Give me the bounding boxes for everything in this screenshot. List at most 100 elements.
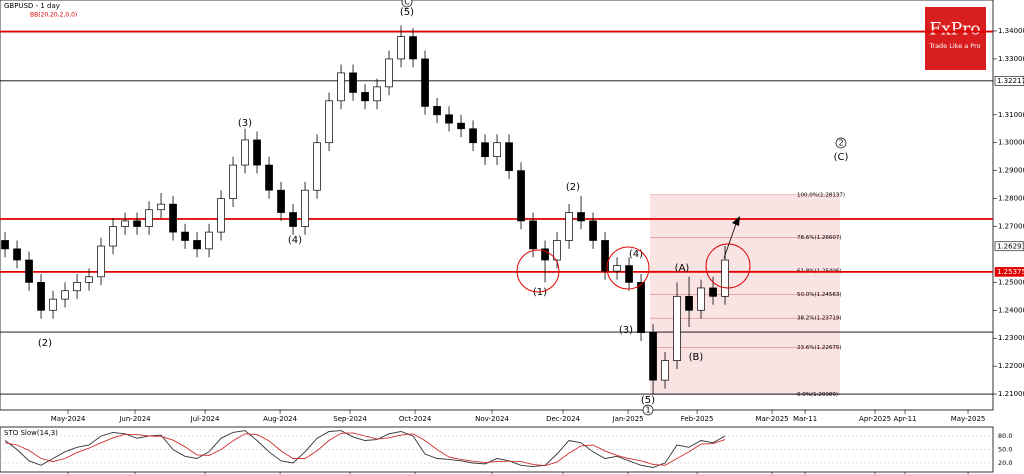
wave-label: (5) [641,395,655,406]
arrow [723,216,740,259]
candle-body [493,142,501,158]
price-label-box [994,75,1024,86]
wave-label: (2) [38,338,52,349]
candle-body [205,231,213,250]
candle-body [145,209,153,227]
fib-label: 78.6%(1.26607) [797,235,842,241]
x-tick-label: Apr-11 [893,415,916,423]
circle-marker [606,246,650,290]
candle-body [289,212,297,227]
y-tick-label: 1.31000 [998,111,1024,119]
candle-body [469,128,477,144]
wave-label: 1 [645,406,650,415]
price-label-box [994,267,1024,277]
candle-body [505,142,513,171]
wave-label: (5) [400,7,414,18]
candle-body [325,100,333,144]
candle-body [649,332,657,381]
x-tick-label: May-2024 [51,415,86,423]
y-tick-label: 1.30000 [998,139,1024,147]
stoch-line [4,432,726,467]
candle-body [337,72,345,102]
fib-label: 0.0%(1.20989) [797,392,838,398]
y-tick-label: 1.25000 [998,278,1024,286]
candle-body [529,220,537,250]
candle-body [613,265,621,272]
y-tick-label: 1.27000 [998,223,1024,231]
candle-body [709,287,717,297]
y-tick-label: 1.24000 [998,306,1024,314]
candle-body [313,142,321,191]
candle-body [73,282,81,292]
x-tick-label: Mar-11 [793,415,817,423]
candle-body [457,122,465,130]
candle-body [97,245,105,278]
x-tick-label: Aug-2024 [263,415,298,423]
fib-label: 100.0%(1.28137) [797,192,845,198]
x-tick-label: Sep-2024 [333,415,367,423]
y-tick-label: 1.21000 [998,390,1024,398]
candle-body [301,189,309,227]
x-tick-label: Apr-2025 [859,415,891,423]
fib-label: 50.0%(1.24563) [797,292,842,298]
candle-body [49,298,57,311]
candle-body [277,189,285,213]
candle-body [37,282,45,311]
circle-marker [516,249,560,293]
fib-label: 38.2%(1.23719) [797,316,842,322]
candle-body [637,282,645,333]
y-tick-label: 1.23000 [998,334,1024,342]
indicator-label: BB(20,20,2,0,0) [30,12,77,19]
stoch-tick-label: 20.0 [998,459,1012,467]
candle-body [601,240,609,272]
candle-body [181,231,189,241]
logo-box [925,7,986,70]
wave-label: (3) [238,118,252,129]
candle-body [541,248,549,261]
x-tick-label: May-2025 [951,415,986,423]
wave-label: (B) [689,352,704,363]
logo-brand: FxPro [929,20,980,40]
candle-body [265,164,273,191]
logo-tagline: Trade Like a Pro [928,42,980,50]
candle-body [697,287,705,311]
circle-marker [705,243,751,289]
x-tick-label: Nov-2024 [475,415,509,423]
y-tick-label: 1.33000 [998,55,1024,63]
candle-body [445,114,453,124]
candle-body [673,295,681,361]
candle-body [481,142,489,158]
wave-label: (4) [629,249,643,260]
candle-body [25,259,33,283]
candle-body [13,248,21,261]
candle-body [361,92,369,102]
wave-label: 2 [838,139,843,148]
candle-body [553,240,561,261]
wave-label: (4) [288,235,302,246]
wave-label: (C) [834,152,849,163]
price-label: 1.32217 [997,77,1024,85]
candle-body [241,139,249,166]
candle-body [517,170,525,222]
x-tick-label: Jan-2025 [612,415,644,423]
candle-body [229,164,237,199]
symbol-title: GBPUSD - 1 day [4,2,60,10]
candle-body [397,36,405,60]
candle-body [217,198,225,233]
arrow-head [732,216,740,226]
candle-body [721,259,729,297]
candle-body [625,265,633,283]
candle-body [433,106,441,116]
y-tick-label: 1.28000 [998,195,1024,203]
price-label: 1.26293 [997,242,1024,250]
candle-body [1,240,9,250]
candle-body [157,203,165,211]
y-tick-label: 1.34000 [998,27,1024,35]
x-tick-label: Jul-2024 [190,415,220,423]
candle-body [661,360,669,381]
candle-body [577,212,585,222]
candle-body [565,212,573,241]
candle-body [409,36,417,60]
candle-body [121,220,129,227]
